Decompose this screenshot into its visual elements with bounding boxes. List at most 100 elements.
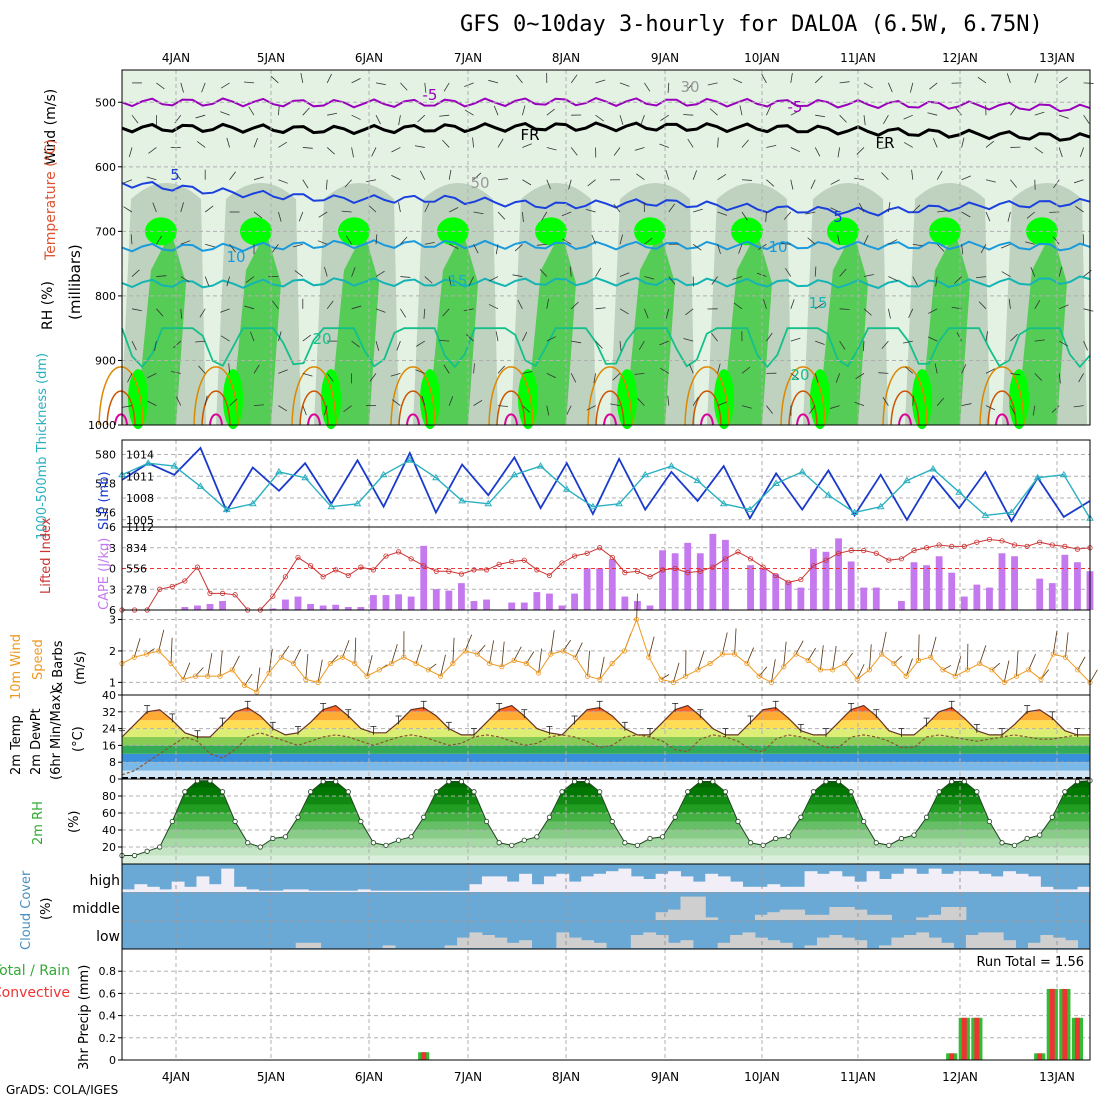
slp-frame bbox=[122, 440, 1090, 527]
rh-marker-74 bbox=[1050, 815, 1054, 819]
cloud-high-bar-66 bbox=[941, 874, 954, 892]
rh-marker-29 bbox=[484, 819, 488, 823]
precip-convective-bar-74 bbox=[1050, 989, 1055, 1060]
temp-ytick-label-5: 40 bbox=[102, 689, 116, 702]
rh2m-ytick-label-2: 60 bbox=[102, 807, 116, 820]
cloud-low-bar-75 bbox=[1053, 938, 1066, 948]
cloud-high-bar-39 bbox=[606, 871, 619, 892]
upper-contour-label-11: 20 bbox=[790, 366, 809, 384]
cloud-low-bar-44 bbox=[668, 943, 681, 948]
cape-bar-45 bbox=[684, 543, 691, 610]
cloud-low-bar-21 bbox=[383, 945, 396, 948]
cloud-high-bar-43 bbox=[656, 874, 669, 892]
cloud-high-bar-53 bbox=[780, 887, 793, 892]
wind-barb-30 bbox=[490, 640, 494, 663]
top-date-label-8: 12JAN bbox=[942, 51, 978, 65]
wind-barb-8 bbox=[220, 651, 222, 676]
cloud-high-bar-10 bbox=[246, 889, 259, 892]
rh-marker-57 bbox=[836, 779, 840, 783]
chart-title: GFS 0~10day 3-hourly for DALOA (6.5W, 6.… bbox=[460, 12, 1043, 37]
rh-bright-low-5 bbox=[617, 369, 637, 429]
cloud-middle-bar-61 bbox=[879, 915, 892, 920]
cloud-high-bar-74 bbox=[1040, 887, 1053, 892]
rh-marker-15 bbox=[308, 790, 312, 794]
cloud-high-bar-8 bbox=[221, 869, 234, 892]
cloud-middle-bar-51 bbox=[755, 915, 768, 920]
rh-marker-5 bbox=[183, 790, 187, 794]
cloud-high-bar-3 bbox=[159, 889, 172, 892]
rh-marker-62 bbox=[899, 836, 903, 840]
cloud-high-bar-1 bbox=[134, 884, 147, 892]
rh-bright-low-0 bbox=[128, 369, 148, 429]
cape-bar-38 bbox=[596, 568, 603, 610]
precip-ylabel-left: Total / Rain bbox=[0, 963, 70, 979]
cape-bar-69 bbox=[986, 588, 993, 610]
cape-ylabel-left: Lifted Index bbox=[39, 517, 54, 594]
upper-contour-label-3: FR bbox=[875, 134, 894, 152]
rh2m-ytick-label-3: 80 bbox=[102, 790, 116, 803]
rh-marker-64 bbox=[924, 815, 928, 819]
cloud-high-bar-24 bbox=[420, 891, 433, 892]
wind-barb-17 bbox=[330, 655, 338, 663]
cloud-high-bar-72 bbox=[1016, 874, 1029, 892]
bottom-date-label-1: 5JAN bbox=[257, 1070, 285, 1084]
rh-marker-4 bbox=[170, 819, 174, 823]
cloud-level-label-1: middle bbox=[72, 901, 120, 917]
rh-band-8 bbox=[122, 788, 1090, 797]
rh-marker-56 bbox=[824, 779, 828, 783]
cloud-high-bar-46 bbox=[693, 882, 706, 892]
cloud-low-bar-53 bbox=[780, 943, 793, 948]
cloud-high-bar-32 bbox=[519, 874, 532, 892]
upper-contour-label-12: 30 bbox=[680, 78, 699, 96]
cape-bar-33 bbox=[533, 592, 540, 610]
rh-band-9 bbox=[122, 779, 1090, 788]
top-date-label-1: 5JAN bbox=[257, 51, 285, 65]
top-date-label-3: 7JAN bbox=[454, 51, 482, 65]
precip-ytick-label-2: 0.4 bbox=[99, 1010, 117, 1023]
cloud-low-bar-66 bbox=[941, 943, 954, 948]
wind-barb-70 bbox=[980, 645, 986, 663]
rh-marker-72 bbox=[1025, 836, 1029, 840]
precip-ytick-label-3: 0.6 bbox=[99, 987, 117, 1000]
cloud-high-bar-45 bbox=[680, 876, 693, 892]
rh-marker-1 bbox=[132, 853, 136, 857]
rh-marker-38 bbox=[598, 790, 602, 794]
cloud-high-bar-70 bbox=[991, 876, 1004, 892]
cloud-middle-bar-60 bbox=[867, 915, 880, 920]
cloud-high-bar-34 bbox=[544, 876, 557, 892]
rh-marker-22 bbox=[396, 838, 400, 842]
rh-marker-21 bbox=[384, 843, 388, 847]
cape-bar-34 bbox=[546, 594, 553, 610]
cape-bar-15 bbox=[307, 604, 314, 610]
cape-bar-48 bbox=[722, 540, 729, 610]
cloud-high-bar-30 bbox=[494, 876, 507, 892]
cape-bar-54 bbox=[797, 588, 804, 610]
rh-marker-8 bbox=[220, 790, 224, 794]
cloud-high-bar-37 bbox=[581, 876, 594, 892]
cloud-low-bar-14 bbox=[296, 943, 309, 948]
rh-marker-66 bbox=[950, 779, 954, 783]
precip-ylabel-left2: Convective bbox=[0, 985, 70, 1001]
cloud-high-bar-56 bbox=[817, 874, 830, 892]
cloud-low-bar-41 bbox=[631, 935, 644, 948]
temp-ylabel-units: (°C) bbox=[71, 726, 86, 752]
slp-ylabel-left: 1000-500mb Thickness (dm) bbox=[35, 353, 50, 540]
precip-ytick-label-0: 0 bbox=[109, 1054, 116, 1067]
wind-barb-1 bbox=[134, 638, 140, 657]
rh-marker-36 bbox=[572, 779, 576, 783]
wind-ytick-label-1: 2 bbox=[109, 645, 116, 658]
cloud-low-bar-31 bbox=[507, 943, 520, 948]
wind-barb-42 bbox=[637, 594, 638, 620]
rh-marker-18 bbox=[346, 790, 350, 794]
cloud-high-bar-54 bbox=[792, 887, 805, 892]
rh-marker-59 bbox=[862, 819, 866, 823]
precip-convective-bar-76 bbox=[1075, 1018, 1080, 1060]
wind-ylabel-right: & Barbs bbox=[51, 640, 66, 692]
cloud-low-bar-76 bbox=[1065, 940, 1078, 948]
upper-contour-label-9: 15 bbox=[808, 294, 827, 312]
cloud-high-bar-40 bbox=[618, 869, 631, 892]
cloud-low-bar-42 bbox=[643, 932, 656, 948]
rh-marker-63 bbox=[912, 833, 916, 837]
cloud-high-bar-13 bbox=[283, 889, 296, 892]
rh-marker-76 bbox=[1075, 779, 1079, 783]
